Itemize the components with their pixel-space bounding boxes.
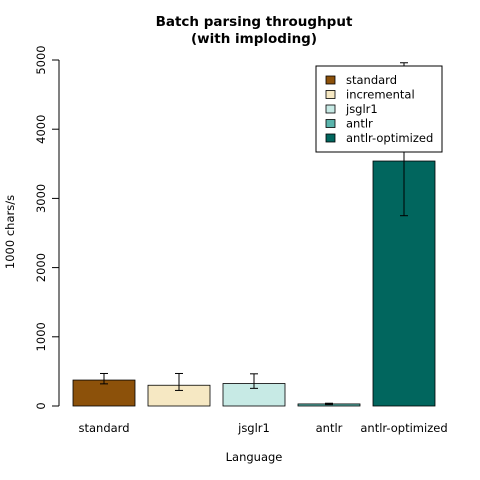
error-bar-incremental	[175, 372, 183, 391]
legend-swatch-antlr	[325, 119, 336, 128]
x-tick-label-antlr-optimized: antlr-optimized	[360, 421, 447, 435]
y-tick-label: 2000	[34, 253, 48, 282]
chart-title-line-2: (with imploding)	[191, 31, 317, 47]
y-axis-label: 1000 chars/s	[3, 195, 17, 269]
y-tick-label: 1000	[34, 322, 48, 351]
legend-label-antlr: antlr	[346, 117, 373, 131]
error-bar-antlr	[325, 402, 333, 406]
y-tick-label: 3000	[34, 184, 48, 213]
legend: standardincrementaljsglr1antlrantlr-opti…	[315, 65, 443, 153]
bar-standard	[72, 379, 136, 407]
legend-label-antlr-optimized: antlr-optimized	[346, 131, 433, 145]
bars	[72, 62, 436, 407]
chart-title-line-1: Batch parsing throughput	[156, 14, 353, 30]
legend-swatch-standard	[325, 75, 336, 85]
y-tick-label: 4000	[34, 115, 48, 144]
legend-swatch-antlr-optimized	[325, 133, 336, 143]
x-axis-label: Language	[226, 450, 283, 464]
error-bar-standard	[100, 372, 108, 385]
x-tick-label-jsglr1: jsglr1	[237, 421, 270, 435]
legend-swatch-incremental	[325, 90, 336, 99]
y-tick-label: 5000	[34, 45, 48, 74]
x-tick-labels: standard jsglr1 antlr antlr-optimized	[78, 421, 447, 435]
error-bar-jsglr1	[250, 373, 258, 389]
legend-label-incremental: incremental	[346, 88, 415, 102]
legend-box	[315, 65, 443, 153]
x-tick-label-standard: standard	[78, 421, 129, 435]
legend-label-jsglr1: jsglr1	[345, 102, 378, 116]
legend-swatch-jsglr1	[325, 104, 336, 114]
legend-label-standard: standard	[346, 73, 397, 87]
y-axis: 0 1000 2000 3000 4000 5000	[34, 45, 60, 410]
x-tick-label-antlr: antlr	[316, 421, 343, 435]
y-tick-label: 0	[34, 402, 48, 409]
